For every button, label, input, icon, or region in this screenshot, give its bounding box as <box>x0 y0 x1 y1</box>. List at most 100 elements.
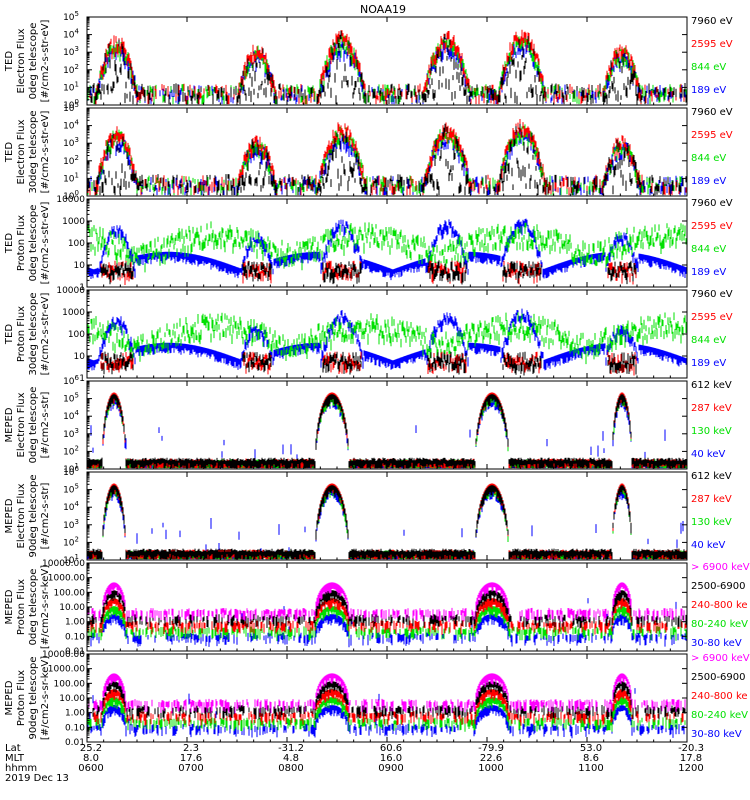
panel-3-frame <box>86 198 688 288</box>
panel-1-ylabel-line: TED <box>4 51 15 72</box>
panel-1-traces <box>86 29 687 105</box>
panel-5-ytick-label: 104 <box>63 409 79 422</box>
panel-2-ytick-label: 102 <box>63 154 79 167</box>
panel-4-ylabel-line: TED <box>4 324 15 345</box>
panel-3-series-3 <box>86 221 687 273</box>
panel-4-traces <box>86 308 687 376</box>
panel-5-legend-entry: 612 keV <box>691 380 732 391</box>
panel-7-ytick-label: 0.01 <box>65 647 85 657</box>
panel-8-ylabel-line: MEPED <box>4 680 15 715</box>
panel-6-ytick-label: 102 <box>63 535 79 548</box>
footer-mlt-value: 17.8 <box>680 753 702 764</box>
panel-6-legend-entry: 40 keV <box>691 540 725 551</box>
panel-6-ylabel-line: 90deg telescope <box>28 474 39 557</box>
panel-4-legend-entry: 2595 eV <box>691 312 733 323</box>
panel-2-ylabel-line: 30deg telescope <box>28 110 39 193</box>
panel-4-series-1 <box>100 351 637 376</box>
panel-3-ytick-label: 100 <box>68 239 85 249</box>
panel-5-series-3 <box>86 395 687 469</box>
panel-5-ytick-label: 105 <box>63 392 79 405</box>
footer-row-label: Lat <box>5 743 21 754</box>
panel-7-ytick-label: 0.10 <box>65 632 85 642</box>
footer-hhmm-value: 0700 <box>178 763 203 774</box>
footer-mlt-value: 8.6 <box>583 753 599 764</box>
footer-hhmm-value: 0600 <box>78 763 103 774</box>
panel-4-ylabel-line: [#/cm2-s-str-eV] <box>40 293 51 376</box>
panel-5-frame <box>86 380 688 470</box>
panel-7: 0.01 0.10 1.00 10.00 100.00 1000.00 10000.00 ME… <box>4 559 750 657</box>
panel-2-ytick-label: 103 <box>63 136 79 149</box>
panel-7-ytick-label: 1.00 <box>65 618 85 628</box>
figure-title: NOAA19 <box>360 3 406 16</box>
panel-3-legend-entry: 844 eV <box>691 244 726 255</box>
panel-2-traces <box>86 119 687 196</box>
panel-4-ytick-label: 10000 <box>56 286 85 296</box>
panel-1-ytick-label: 103 <box>63 45 79 58</box>
panel-6-series-4 <box>86 488 687 560</box>
panel-6-series-3 <box>86 486 687 560</box>
panel-3-ytick-label: 1000 <box>62 217 85 227</box>
panel-6-traces <box>86 483 687 560</box>
panel-5-series-1 <box>86 394 687 469</box>
panel-4-ytick-label: 1 <box>79 374 85 384</box>
panel-6-ylabel-line: MEPED <box>4 498 15 533</box>
panel-1-ytick-label: 102 <box>63 63 79 76</box>
panel-5-ylabel-line: MEPED <box>4 407 15 442</box>
panel-7-legend-entry: > 6900 keV <box>691 562 750 573</box>
panel-3-ytick-label: 10000 <box>56 195 85 205</box>
panel-3-ytick-label: 1 <box>79 283 85 293</box>
panel-5-series-4 <box>86 397 687 469</box>
panel-4: 1 10 100 1000 10000 TED Proton Flux 30deg teles… <box>4 286 733 384</box>
panel-7-ytick-label: 100.00 <box>54 588 86 598</box>
panel-8-ytick-label: 100.00 <box>54 679 86 689</box>
footer-mlt-value: 16.0 <box>380 753 402 764</box>
panel-8-series-3 <box>93 689 684 726</box>
panel-3-ytick-label: 10 <box>74 261 86 271</box>
panel-1-ylabel-line: 0deg telescope <box>28 23 39 100</box>
panel-5-ylabel-line: [#/cm2-s-str] <box>40 391 51 458</box>
footer-lat-value: 2.3 <box>183 743 199 754</box>
panel-6-series-1 <box>86 485 687 560</box>
panel-4-ylabel-line: 30deg telescope <box>28 292 39 375</box>
footer-hhmm-value: 0800 <box>278 763 303 774</box>
panel-3-ylabel-line: Proton Flux <box>16 215 27 271</box>
panel-6-legend-entry: 287 keV <box>691 494 732 505</box>
panel-2-legend-entry: 2595 eV <box>691 130 733 141</box>
panel-1-ytick-label: 105 <box>63 10 79 23</box>
panel-6-series-2 <box>86 483 687 560</box>
panel-3: 1 10 100 1000 10000 TED Proton Flux 0deg telesc… <box>4 195 733 293</box>
panel-8-ytick-label: 10.00 <box>59 694 85 704</box>
panel-7-ylabel-line: [#/cm2-s-sr-keV] <box>40 565 51 649</box>
panel-5-ylabel-line: Electron Flux <box>16 392 27 457</box>
footer-lat-value: -31.2 <box>278 743 304 754</box>
panel-8-ytick-label: 1000.00 <box>48 665 85 675</box>
panel-6-frame <box>86 471 688 561</box>
footer-lat-value: 60.6 <box>380 743 402 754</box>
panel-3-ylabel-line: [#/cm2-s-str-eV] <box>40 202 51 285</box>
panel-8-ylabel-line: Proton Flux <box>16 670 27 726</box>
footer-hhmm-value: 1000 <box>478 763 503 774</box>
panel-3-legend-entry: 2595 eV <box>691 221 733 232</box>
panel-4-ylabel-line: Proton Flux <box>16 306 27 362</box>
panel-5-traces <box>86 392 687 469</box>
panel-2-legend-entry: 844 eV <box>691 153 726 164</box>
panel-2-ylabel-line: TED <box>4 142 15 163</box>
panel-8-legend-entry: > 6900 keV <box>691 653 750 664</box>
panel-6-ylabel-line: Electron Flux <box>16 483 27 548</box>
footer-row-label: MLT <box>5 753 25 764</box>
panel-5-legend-entry: 130 keV <box>691 426 732 437</box>
panel-1-legend-entry: 2595 eV <box>691 39 733 50</box>
footer-lat-value: 25.2 <box>80 743 102 754</box>
panel-6-ytick-label: 105 <box>63 483 79 496</box>
panel-1-legend-entry: 844 eV <box>691 62 726 73</box>
panel-7-ylabel-line: MEPED <box>4 589 15 624</box>
panel-8-ylabel-line: 90deg telescope <box>28 656 39 739</box>
panel-5-legend-entry: 287 keV <box>691 403 732 414</box>
panel-6-legend-entry: 612 keV <box>691 471 732 482</box>
panel-6-legend-entry: 130 keV <box>691 517 732 528</box>
panel-7-traces <box>86 582 687 648</box>
panel-5-series-2 <box>86 392 687 469</box>
